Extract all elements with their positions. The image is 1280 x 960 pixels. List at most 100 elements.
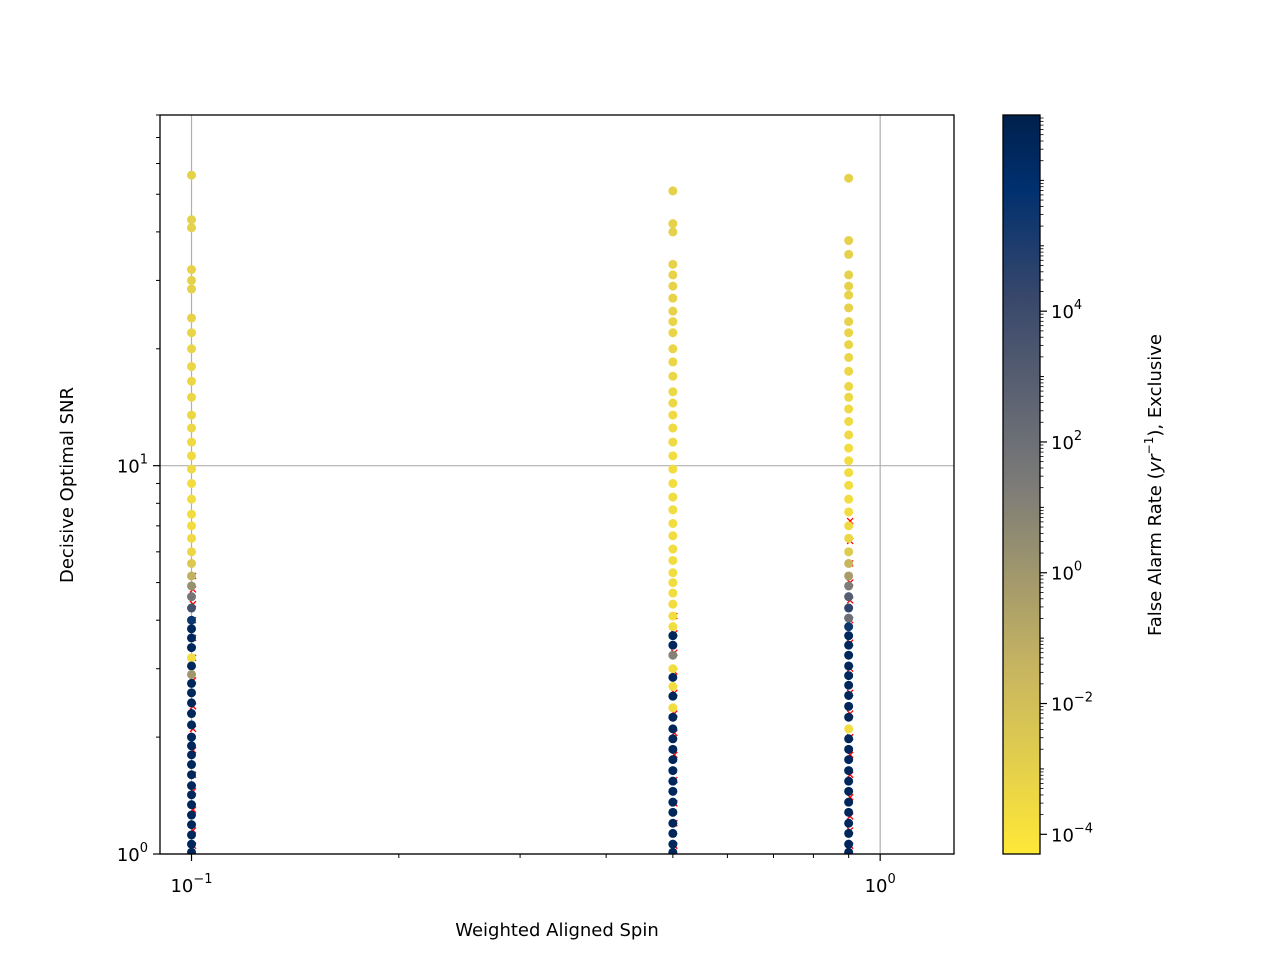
data-point: [668, 839, 678, 849]
data-point: [668, 505, 678, 515]
data-point: [187, 547, 197, 557]
data-point: [668, 328, 678, 338]
data-point: [844, 521, 854, 531]
data-point: [668, 186, 678, 196]
data-point: [187, 720, 197, 730]
data-point: [187, 847, 197, 854]
data-point: [844, 249, 854, 259]
data-point: [844, 507, 854, 517]
data-point: [844, 328, 854, 338]
data-point: [187, 215, 197, 225]
data-point: [668, 306, 678, 316]
data-point: [187, 284, 197, 294]
colorbar-tick-label: 10−4: [1051, 821, 1093, 846]
data-point: [844, 786, 854, 796]
data-point: [187, 464, 197, 474]
data-point: [187, 820, 197, 830]
axes: 10−1 100 100 101: [117, 114, 896, 897]
data-point: [844, 839, 854, 849]
data-point: [187, 392, 197, 402]
data-point: [668, 650, 678, 660]
data-point: [187, 494, 197, 504]
data-point: [844, 766, 854, 776]
colorbar-label-exp: −1: [1142, 437, 1156, 455]
data-point: [668, 755, 678, 765]
colorbar-frame: [1002, 114, 1041, 855]
data-point: [844, 317, 854, 327]
data-point: [187, 558, 197, 568]
data-point: [844, 366, 854, 376]
data-point: [187, 592, 197, 602]
data-point: [844, 807, 854, 817]
data-point: [187, 633, 197, 643]
data-point: [844, 303, 854, 313]
data-point: [668, 423, 678, 433]
data-point: [668, 622, 678, 632]
data-point: [187, 661, 197, 671]
data-point: [668, 478, 678, 488]
data-point: [187, 688, 197, 698]
y-axis-label: Decisive Optimal SNR: [57, 387, 78, 583]
data-point: [187, 669, 197, 679]
data-point: [187, 750, 197, 760]
data-point: [844, 828, 854, 838]
data-point: [844, 744, 854, 754]
data-point: [187, 313, 197, 323]
data-point: [844, 818, 854, 828]
data-point: [187, 790, 197, 800]
data-point: [668, 588, 678, 598]
data-point: [844, 671, 854, 681]
colorbar-tick-label: 102: [1051, 429, 1082, 454]
data-point: [844, 603, 854, 613]
data-point: [844, 755, 854, 765]
data-point: [844, 468, 854, 478]
data-point: [844, 712, 854, 722]
data-point: [187, 678, 197, 688]
colorbar-label-suffix: ), Exclusive: [1145, 334, 1166, 437]
data-point: [844, 404, 854, 414]
data-point: [668, 776, 678, 786]
data-point: [844, 631, 854, 641]
data-point: [668, 387, 678, 397]
colorbar-tick-label: 10−2: [1051, 691, 1093, 716]
data-point: [668, 464, 678, 474]
data-point: [844, 352, 854, 362]
data-point: [187, 732, 197, 742]
data-point: [844, 680, 854, 690]
colorbar-label: False Alarm Rate (yr−1), Exclusive: [1142, 334, 1166, 636]
data-point: [187, 170, 197, 180]
data-point: [844, 724, 854, 734]
data-point: [668, 631, 678, 641]
data-point: [187, 760, 197, 770]
data-point: [844, 173, 854, 183]
data-point: [187, 423, 197, 433]
data-point: [187, 410, 197, 420]
x-tick-label: 10−1: [170, 872, 212, 897]
data-point: [668, 371, 678, 381]
data-point: [187, 362, 197, 372]
data-point: [187, 581, 197, 591]
data-point: [187, 344, 197, 354]
data-point: [187, 223, 197, 233]
data-point: [668, 664, 678, 674]
grid-lines: [160, 115, 954, 855]
colorbar-ticks: 10−4 10−2 100 102 104: [1040, 117, 1093, 846]
data-point: [187, 509, 197, 519]
data-point: [668, 672, 678, 682]
data-point: [187, 709, 197, 719]
data-point: [668, 681, 678, 691]
data-point: [668, 544, 678, 554]
data-point: [668, 410, 678, 420]
data-point: [668, 437, 678, 447]
data-point: [668, 492, 678, 502]
data-point: [187, 741, 197, 751]
data-point: [668, 611, 678, 621]
data-point: [668, 531, 678, 541]
data-point: [844, 236, 854, 246]
data-point: [844, 456, 854, 466]
data-point: [187, 810, 197, 820]
data-point: [844, 581, 854, 591]
data-point: [187, 653, 197, 663]
data-point: [844, 494, 854, 504]
x-axis-label: Weighted Aligned Spin: [455, 920, 659, 941]
